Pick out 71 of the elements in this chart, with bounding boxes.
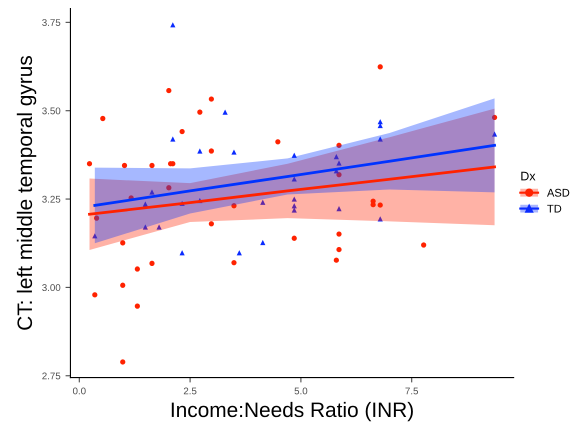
- point: [149, 162, 155, 168]
- point: [170, 22, 176, 28]
- y-tick-label: 3.25: [42, 196, 60, 203]
- point: [231, 149, 237, 155]
- point: [180, 250, 185, 256]
- point: [378, 216, 383, 222]
- point: [421, 242, 426, 248]
- point: [292, 196, 297, 202]
- legend-label: TD: [547, 204, 562, 212]
- point: [208, 221, 214, 226]
- point: [334, 258, 339, 263]
- point: [370, 202, 376, 208]
- point: [166, 185, 172, 190]
- point: [197, 110, 202, 115]
- point: [292, 152, 297, 158]
- point: [208, 96, 214, 102]
- point: [149, 189, 155, 195]
- point: [492, 114, 498, 120]
- point: [378, 64, 383, 70]
- point: [336, 142, 342, 148]
- x-tick-label: 2.5: [184, 388, 196, 394]
- point: [275, 139, 280, 144]
- point: [170, 136, 176, 142]
- point: [122, 162, 128, 168]
- x-axis-title: Income:Needs Ratio (INR): [172, 402, 413, 422]
- point: [492, 131, 498, 137]
- point: [208, 148, 214, 154]
- point: [292, 176, 297, 182]
- point: [292, 236, 297, 241]
- point: [222, 110, 228, 115]
- point: [120, 240, 126, 246]
- y-tick-label: 2.75: [42, 372, 60, 380]
- x-tick-label: 0.0: [72, 388, 86, 394]
- point: [336, 160, 342, 166]
- y-tick-label: 3.75: [42, 19, 60, 26]
- point: [92, 292, 98, 298]
- point: [134, 304, 140, 309]
- y-axis-title: CT: left middle temporal gyrus: [16, 56, 36, 330]
- x-tick-label: 5.0: [294, 388, 308, 394]
- point: [197, 148, 202, 154]
- legend-title: Dx: [521, 172, 536, 180]
- point: [336, 246, 342, 252]
- point: [100, 116, 106, 122]
- point: [120, 359, 126, 365]
- point: [231, 203, 237, 208]
- y-tick-label: 3.00: [42, 284, 60, 292]
- point: [336, 231, 342, 237]
- point: [94, 216, 100, 221]
- legend-label: ASD: [546, 188, 570, 197]
- point: [92, 233, 98, 238]
- point: [86, 161, 92, 166]
- point: [120, 282, 126, 288]
- x-tick-label: 7.5: [405, 388, 418, 394]
- y-tick-label: 3.50: [42, 107, 60, 114]
- point: [334, 154, 339, 160]
- point: [336, 206, 342, 212]
- point: [236, 250, 242, 256]
- point: [260, 200, 266, 205]
- point: [260, 240, 266, 246]
- point: [292, 203, 297, 208]
- point: [378, 119, 383, 124]
- point: [166, 88, 172, 94]
- point: [156, 224, 162, 230]
- point: [378, 202, 383, 208]
- point: [378, 136, 383, 142]
- point: [180, 128, 185, 134]
- point: [231, 260, 237, 266]
- point: [142, 224, 148, 230]
- point: [149, 260, 155, 266]
- point: [134, 266, 140, 272]
- line-series: [93, 144, 496, 207]
